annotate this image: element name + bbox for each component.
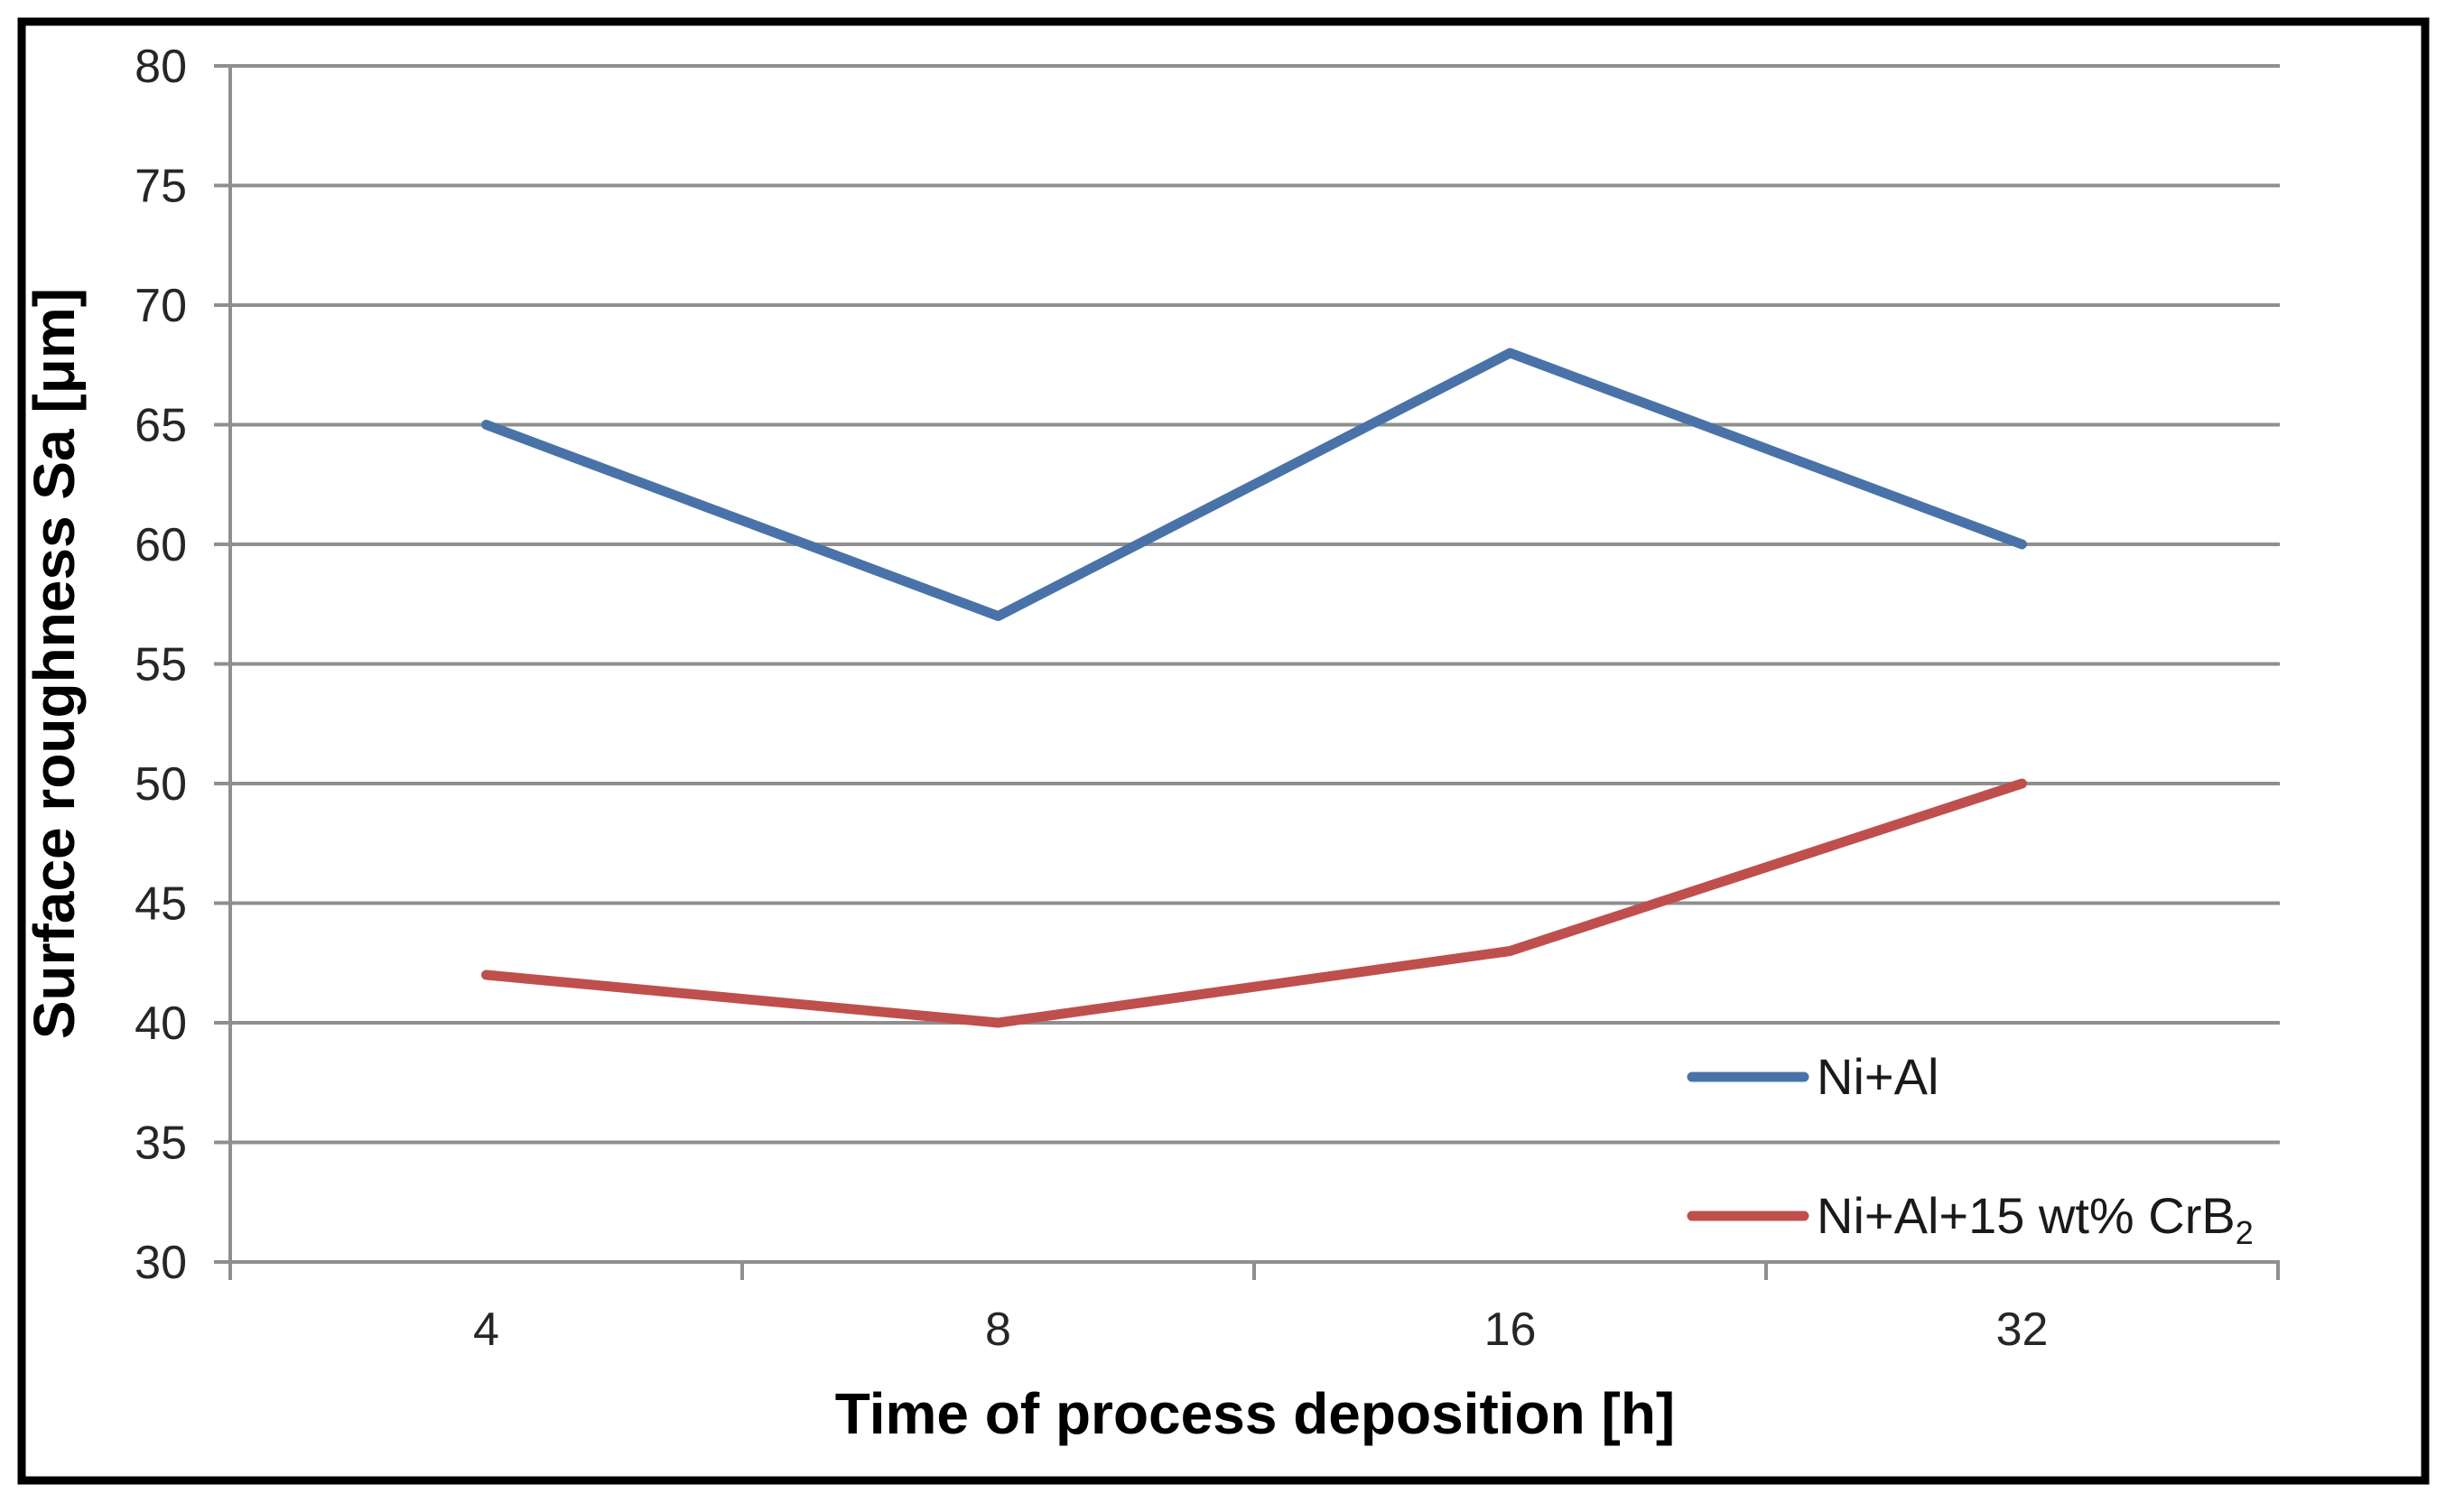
x-tick-label-4: 4 — [473, 1304, 499, 1356]
y-tick-label-30: 30 — [135, 1237, 187, 1289]
y-tick-label-40: 40 — [135, 997, 187, 1050]
x-tick-label-32: 32 — [1996, 1304, 2049, 1356]
y-tick-label-80: 80 — [135, 41, 187, 93]
series-line-1 — [481, 778, 2027, 1028]
y-axis-tick-labels: 30 35 40 45 50 55 60 65 70 75 80 — [135, 41, 187, 1289]
figure-border — [17, 17, 2430, 1485]
legend-label-1: Ni+Al+15 wt% CrB2 — [1817, 1187, 2254, 1251]
legend-label-0: Ni+Al — [1817, 1048, 1939, 1105]
y-tick-label-50: 50 — [135, 758, 187, 811]
data-series-lines — [481, 348, 2027, 1028]
gridlines — [230, 64, 2280, 1264]
legend: Ni+Al Ni+Al+15 wt% CrB2 — [1687, 1048, 2254, 1251]
x-tick-label-16: 16 — [1484, 1304, 1537, 1356]
y-tick-label-35: 35 — [135, 1118, 187, 1170]
y-tick-label-60: 60 — [135, 519, 187, 571]
y-axis-title: Surface roughness Sa [μm] — [22, 288, 87, 1039]
y-tick-label-65: 65 — [135, 400, 187, 452]
y-tick-label-45: 45 — [135, 878, 187, 931]
y-tick-label-75: 75 — [135, 161, 187, 213]
y-tick-label-70: 70 — [135, 280, 187, 332]
series-line-0 — [481, 348, 2027, 621]
legend-item-1: Ni+Al+15 wt% CrB2 — [1687, 1187, 2254, 1251]
x-axis-title: Time of process deposition [h] — [835, 1381, 1675, 1446]
axes — [214, 64, 2280, 1280]
legend-item-0: Ni+Al — [1687, 1048, 1939, 1105]
y-tick-label-55: 55 — [135, 639, 187, 691]
x-tick-label-8: 8 — [985, 1304, 1011, 1356]
x-axis-tick-labels: 4 8 16 32 — [473, 1304, 2048, 1356]
